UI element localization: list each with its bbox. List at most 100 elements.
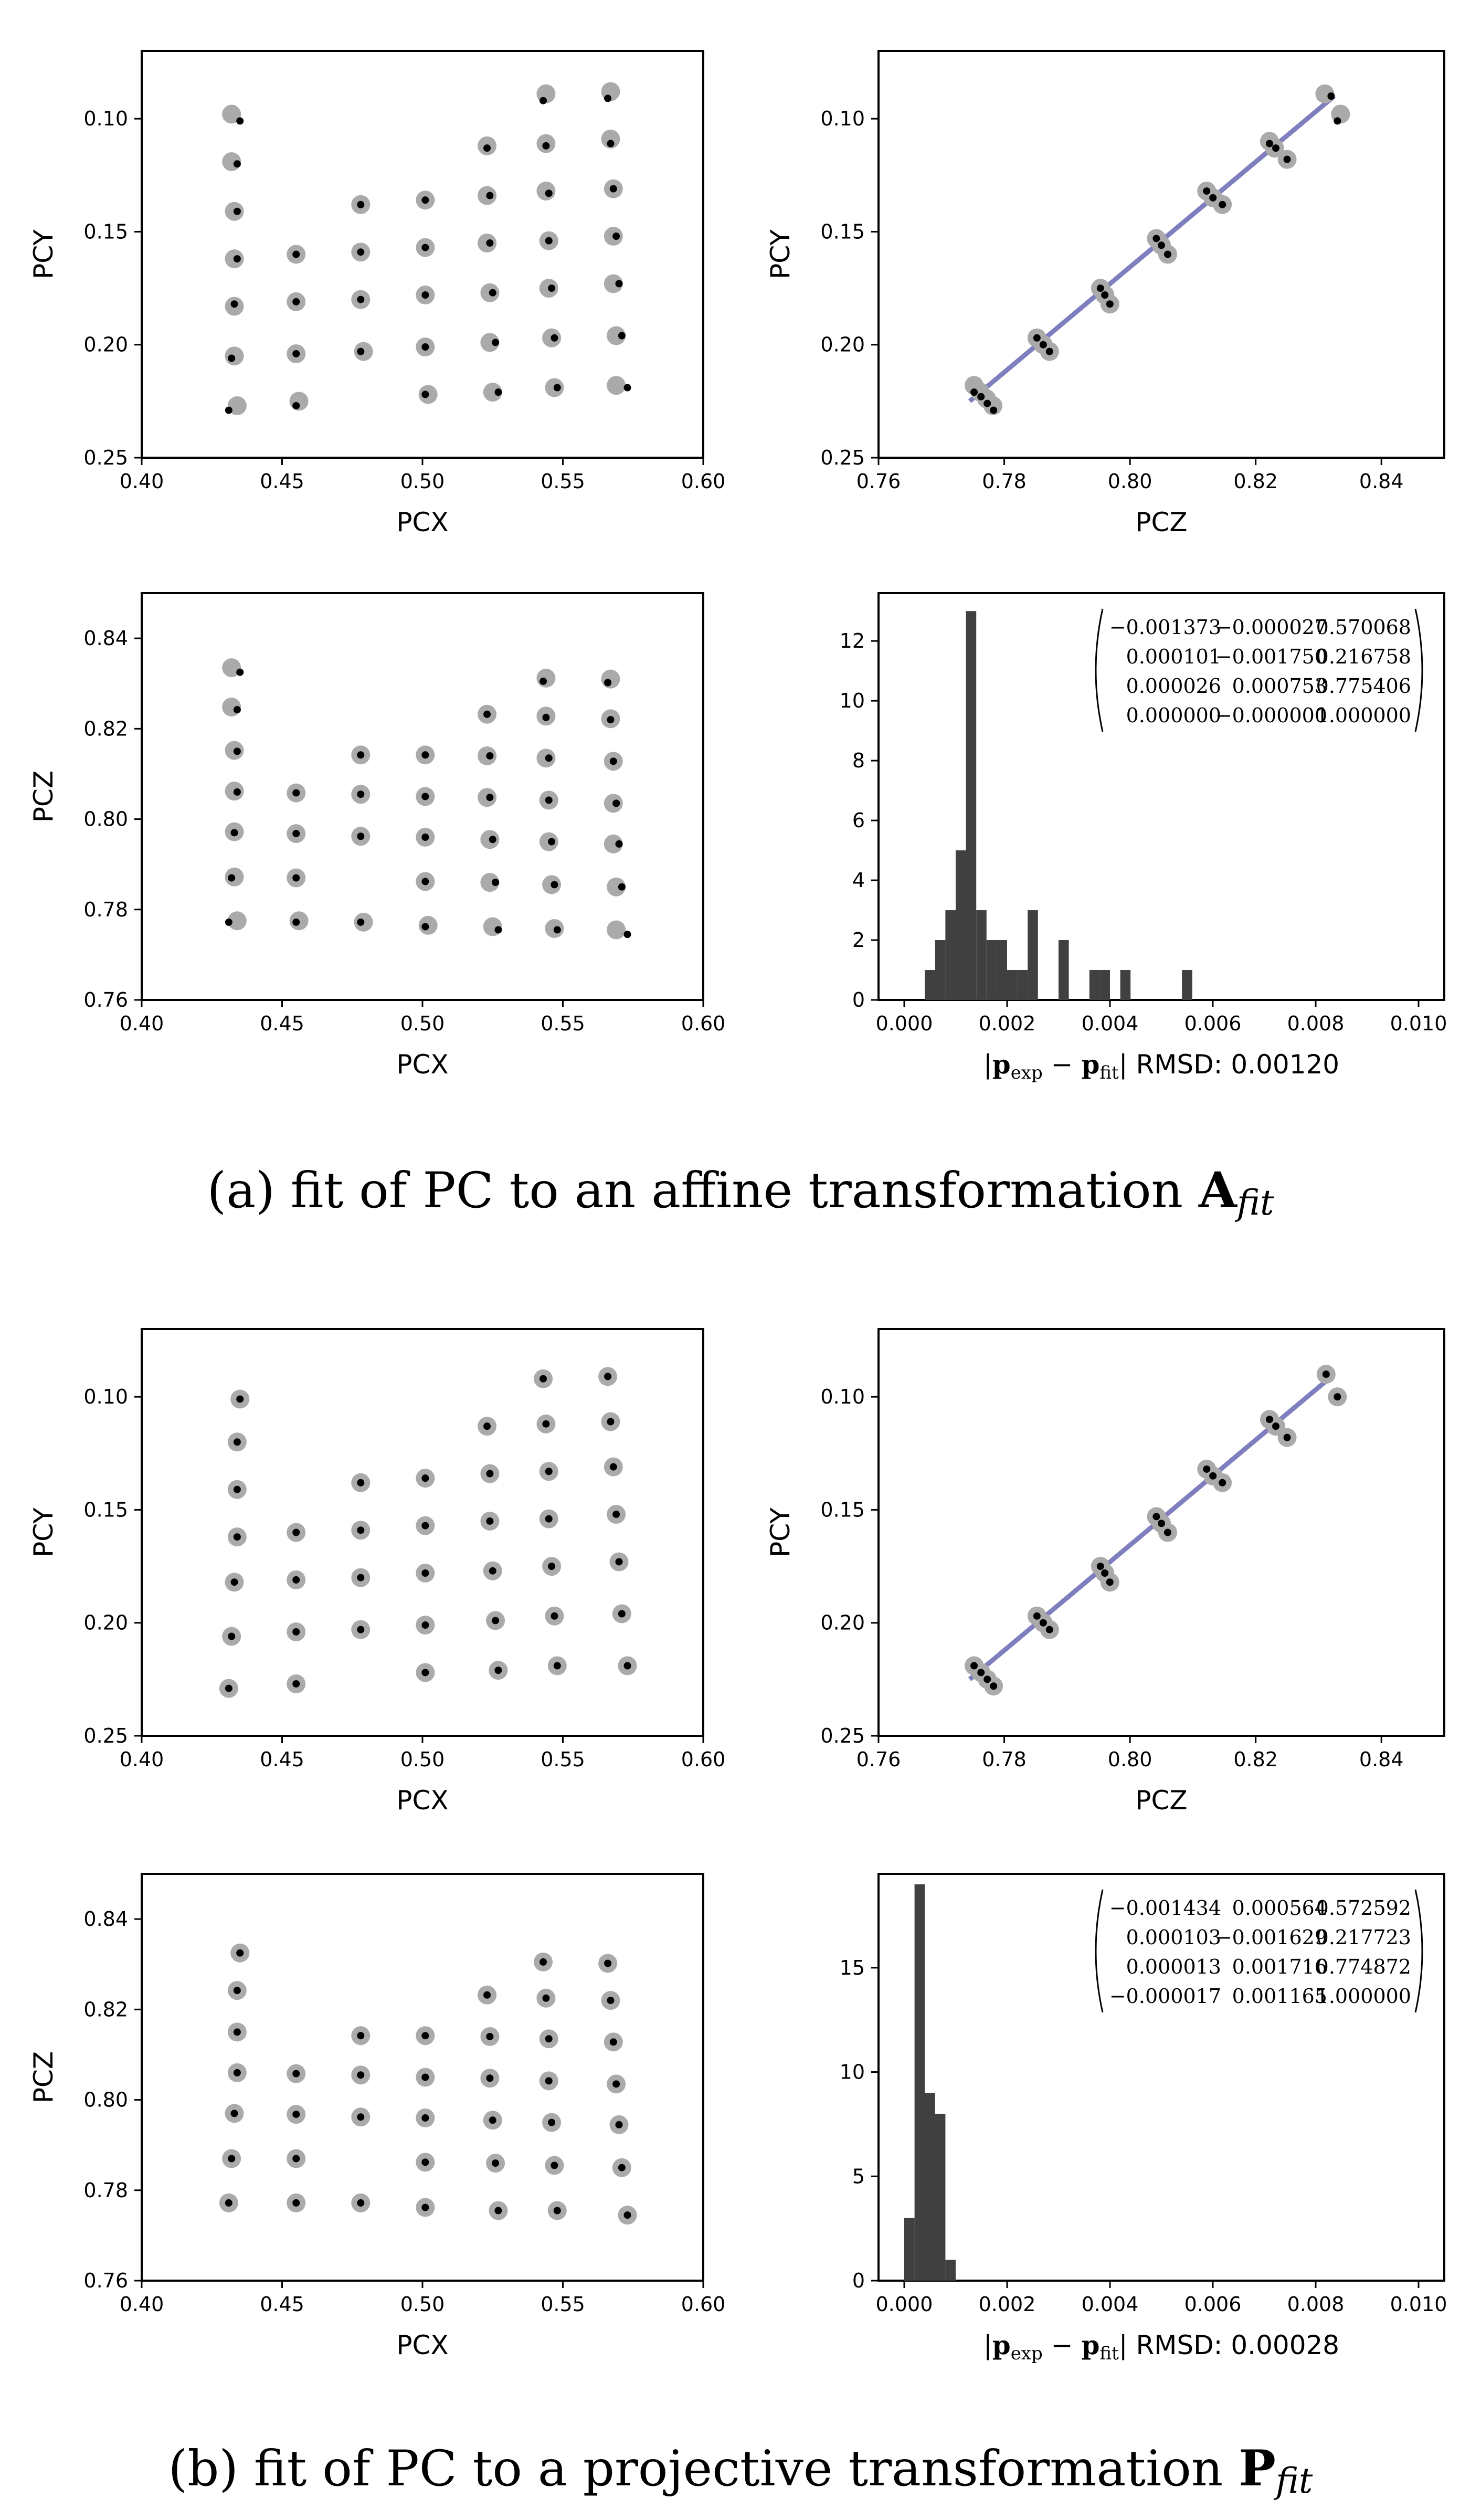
fit-point [604, 679, 612, 687]
y-tick-label: 0.15 [83, 1498, 128, 1521]
fit-point [233, 1438, 241, 1446]
x-tick-label: 0.84 [1359, 1748, 1404, 1771]
y-tick-label: 0.15 [820, 1498, 865, 1521]
fit-point [539, 1375, 547, 1383]
fit-point [230, 2110, 238, 2117]
fit-point [1039, 341, 1047, 349]
fit-point [539, 1958, 547, 1966]
fit-point [607, 1997, 615, 2005]
y-tick-label: 4 [852, 869, 865, 892]
fit-point [1096, 284, 1104, 292]
x-tick-label: 0.78 [982, 1748, 1027, 1771]
axes-frame [877, 1873, 1445, 2282]
fit-point [292, 402, 300, 409]
caption-a: (a) fit of PC to an affine transformatio… [207, 1162, 1274, 1223]
fit-point [230, 829, 238, 837]
fit-point [494, 2207, 502, 2215]
y-tick-label: 10 [840, 689, 865, 712]
x-tick-label: 0.002 [979, 2293, 1036, 2316]
x-tick-label: 0.40 [120, 1012, 164, 1035]
fit-point [230, 300, 238, 308]
fit-point [357, 2113, 365, 2121]
measured-point [222, 658, 241, 678]
fit-point [607, 716, 615, 724]
y-tick-label: 0.10 [83, 1385, 128, 1408]
fit-point [292, 874, 300, 882]
fit-point [545, 2035, 553, 2043]
fit-point [421, 878, 429, 885]
fit-point [486, 192, 494, 199]
x-tick-label: 0.82 [1233, 1748, 1278, 1771]
x-tick-label: 0.004 [1082, 1012, 1139, 1035]
fit-point [492, 2159, 500, 2167]
fit-point [548, 2118, 556, 2126]
x-axis-label: PCZ [1135, 1785, 1187, 1816]
x-tick-label: 0.008 [1287, 1012, 1345, 1035]
fit-point [483, 1422, 491, 1430]
fit-point [1033, 334, 1041, 342]
fit-point [489, 836, 496, 843]
fit-point [615, 280, 623, 288]
y-tick-label: 0.10 [820, 107, 865, 130]
fit-point [233, 706, 241, 714]
matrix-cell: 0.000103 [1126, 1926, 1221, 1949]
fit-point [233, 255, 241, 263]
fit-point [1283, 155, 1291, 163]
matrix-cell: 0.000753 [1232, 674, 1327, 698]
matrix-cell: 0.774872 [1316, 1955, 1411, 1978]
x-tick-label: 0.40 [120, 1748, 164, 1771]
fit-point [357, 347, 365, 355]
hist-bar [904, 2218, 915, 2281]
fit-point [486, 1470, 494, 1478]
fit-point [421, 751, 429, 759]
y-tick-label: 8 [852, 749, 865, 772]
fit-point [1033, 1612, 1041, 1620]
fit-point [623, 2211, 631, 2219]
matrix-cell: −0.001750 [1215, 645, 1327, 668]
fit-point [548, 838, 556, 846]
matrix-cell: 0.000026 [1126, 674, 1221, 698]
fit-point [292, 1628, 300, 1636]
fit-point [1039, 1619, 1047, 1627]
y-tick-label: 0 [852, 2269, 865, 2292]
fit-point [1322, 1370, 1330, 1378]
x-axis-label: |pexp − pfit| RMSD: 0.00028 [983, 2329, 1339, 2364]
x-tick-label: 0.008 [1287, 2293, 1345, 2316]
measured-point [607, 877, 626, 897]
x-tick-label: 0.76 [856, 470, 901, 493]
measured-point [480, 873, 500, 892]
y-tick-label: 0.80 [83, 2089, 128, 2112]
y-tick-label: 0.78 [83, 2179, 128, 2202]
fit-point [612, 799, 620, 807]
fit-point [1266, 1416, 1274, 1424]
fit-point [233, 160, 241, 168]
measured-point [604, 834, 623, 853]
fit-point [977, 393, 985, 400]
x-tick-label: 0.45 [260, 470, 304, 493]
fit-point [551, 1612, 558, 1620]
fit-point [604, 94, 612, 102]
fit-point [357, 2032, 365, 2040]
y-tick-label: 0.15 [83, 220, 128, 243]
fit-point [228, 1632, 236, 1640]
fit-point [1209, 1472, 1217, 1480]
y-tick-label: 0.20 [820, 1611, 865, 1635]
fit-point [292, 2155, 300, 2163]
y-tick-label: 0.82 [83, 717, 128, 740]
fit-point [421, 391, 429, 398]
matrix-cell: 0.217723 [1316, 1926, 1411, 1949]
fit-point [542, 1420, 550, 1428]
x-tick-label: 0.50 [400, 2293, 445, 2316]
hist-bar [976, 910, 987, 1000]
fit-point [357, 1574, 365, 1581]
fit-point [1272, 144, 1279, 152]
fit-point [421, 343, 429, 351]
fit-point [618, 332, 626, 340]
y-tick-label: 0.76 [83, 2269, 128, 2292]
hist-bar [966, 611, 977, 1000]
fit-point [623, 931, 631, 939]
panel-a-histogram: 0.000 0.002 0.004 0.006 0.008 0.010 0 2 4 6 8 10 12 |… [840, 592, 1447, 1083]
y-tick-label: 12 [840, 629, 865, 652]
fit-point [233, 2069, 241, 2076]
fit-point [225, 1684, 232, 1692]
